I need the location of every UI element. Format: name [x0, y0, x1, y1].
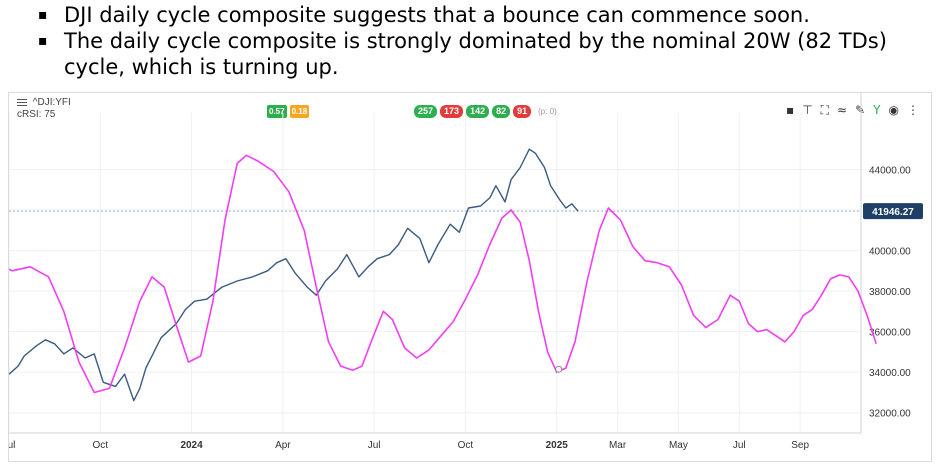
last-price-label: 41946.27: [872, 207, 914, 218]
cycle-pill[interactable]: 257: [414, 105, 438, 118]
pin-icon[interactable]: ⊤: [802, 103, 813, 117]
y-tick-label: 32000.00: [869, 409, 911, 420]
trough-marker: [555, 365, 563, 373]
chart-header: ^DJI:YFI cRSI: 75: [17, 97, 71, 121]
x-tick-label: Jul: [733, 440, 746, 451]
x-tick-label: May: [669, 440, 688, 451]
more-icon[interactable]: ⋮: [907, 103, 919, 117]
symbol-label[interactable]: ^DJI:YFI: [32, 97, 71, 108]
eye-icon[interactable]: ◉: [888, 103, 899, 117]
small-pill[interactable]: 0.18: [289, 105, 310, 118]
menu-icon[interactable]: [17, 97, 27, 108]
small-pill-group: 0.57 0.18: [267, 105, 310, 118]
x-tick-label: Apr: [275, 440, 291, 451]
cycle-pill-group: 257 173 142 82 91 (p: 0): [414, 105, 557, 118]
bullet-text: DJI daily cycle composite suggests that …: [64, 3, 810, 27]
cycle-pill[interactable]: 142: [466, 105, 490, 118]
bullet-marker: ▪: [38, 33, 48, 49]
y-tick-label: 38000.00: [869, 287, 911, 298]
x-tick-label: Oct: [93, 440, 109, 451]
bullet-marker: ▪: [38, 7, 48, 23]
cycle-icon[interactable]: ≈: [837, 103, 848, 117]
series-line: [9, 148, 579, 402]
bullet-list: ▪ DJI daily cycle composite suggests tha…: [38, 2, 918, 80]
bullet-text: The daily cycle composite is strongly do…: [64, 29, 887, 79]
x-tick-label: Sep: [791, 440, 809, 451]
cycle-pill[interactable]: 173: [440, 105, 464, 118]
fullscreen-icon[interactable]: ⛶: [820, 103, 830, 117]
pill-note: (p: 0): [538, 107, 557, 116]
x-tick-label: 2024: [180, 440, 203, 451]
last-price-tag: [863, 203, 923, 220]
indicator-label: cRSI: 75: [17, 109, 56, 120]
save-icon[interactable]: ▪: [786, 103, 795, 117]
x-tick-label: 2025: [546, 440, 569, 451]
antenna-icon[interactable]: Y: [873, 103, 881, 117]
x-tick-label: Oct: [458, 440, 474, 451]
chart-panel: ^DJI:YFI cRSI: 75 0.57 0.18 257 173 142 82 91…: [8, 92, 932, 462]
chart-tools: ▪ ⊤ ⛶ ≈ ✎ Y ◉ ⋮: [786, 103, 919, 117]
small-pill[interactable]: 0.57: [267, 105, 287, 118]
x-tick-label: Jul: [368, 440, 381, 451]
y-tick-label: 44000.00: [869, 165, 911, 176]
y-tick-label: 36000.00: [869, 328, 911, 339]
chart-svg: 44000.0042000.0040000.0038000.0036000.00…: [9, 93, 923, 451]
x-tick-label: Jul: [9, 440, 15, 451]
y-tick-label: 34000.00: [869, 368, 911, 379]
cycle-pill[interactable]: 82: [492, 105, 511, 118]
x-tick-label: Mar: [609, 440, 627, 451]
y-tick-label: 40000.00: [869, 247, 911, 258]
series-line: [9, 154, 877, 394]
bullet-item: ▪ The daily cycle composite is strongly …: [38, 28, 918, 80]
tools-icon[interactable]: ✎: [855, 103, 866, 117]
cycle-pill[interactable]: 91: [513, 105, 532, 118]
bullet-item: ▪ DJI daily cycle composite suggests tha…: [38, 2, 918, 28]
